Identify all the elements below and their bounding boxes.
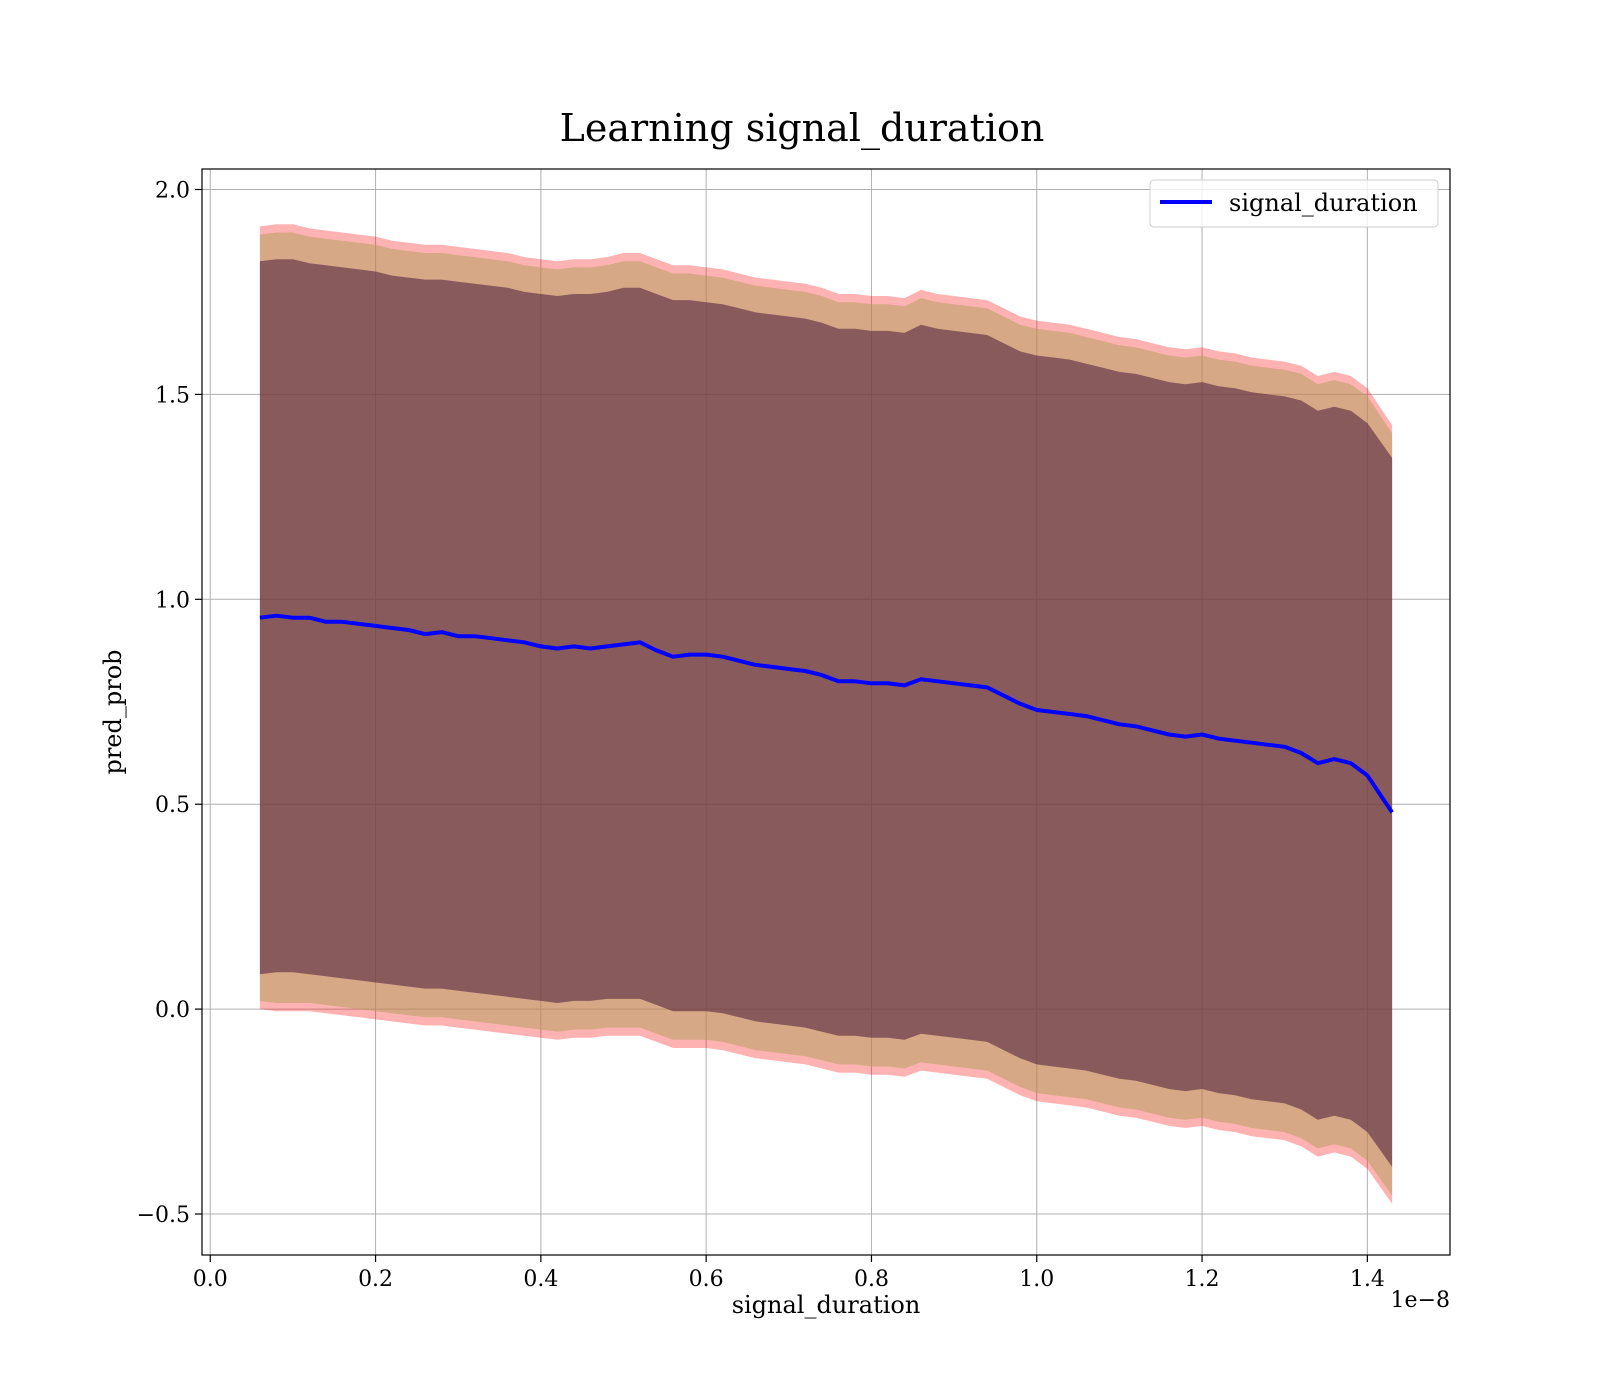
y-tick-label-3: 1.0 (155, 588, 190, 613)
legend-label: signal_duration (1229, 189, 1418, 217)
x-axis-label: signal_duration (732, 1291, 921, 1319)
x-tick-label-2: 0.4 (523, 1267, 558, 1292)
series-line-0 (259, 613, 1394, 814)
band-inner (259, 259, 1393, 1167)
y-tick-label-0: −0.5 (137, 1203, 190, 1228)
y-tick-label-2: 0.5 (155, 793, 190, 818)
plot-frame (201, 168, 1451, 1256)
ticks: 0.0 0.2 0.4 0.6 0.8 1.0 1.2 1.4 −0.5 0.0 0.5 1.0 1.5… (137, 178, 1385, 1292)
x-tick-label-0: 0.0 (193, 1267, 228, 1292)
y-tick-label-4: 1.5 (155, 383, 190, 408)
x-tick-label-3: 0.6 (689, 1267, 724, 1292)
x-tick-label-6: 1.2 (1185, 1267, 1220, 1292)
bands (259, 224, 1393, 1204)
legend-box (1149, 179, 1439, 228)
y-tick-label-5: 2.0 (155, 178, 190, 203)
x-tick-label-1: 0.2 (358, 1267, 393, 1292)
legend: signal_duration (1149, 179, 1439, 228)
x-tick-label-5: 1.0 (1019, 1267, 1054, 1292)
series-lines (259, 613, 1394, 814)
x-tick-label-4: 0.8 (854, 1267, 889, 1292)
x-axis-offset-label: 1e−8 (1391, 1288, 1450, 1313)
y-axis-label: pred_prob (99, 649, 127, 774)
y-tick-label-1: 0.0 (155, 998, 190, 1023)
x-tick-label-7: 1.4 (1350, 1267, 1385, 1292)
chart-title: Learning signal_duration (560, 106, 1045, 151)
